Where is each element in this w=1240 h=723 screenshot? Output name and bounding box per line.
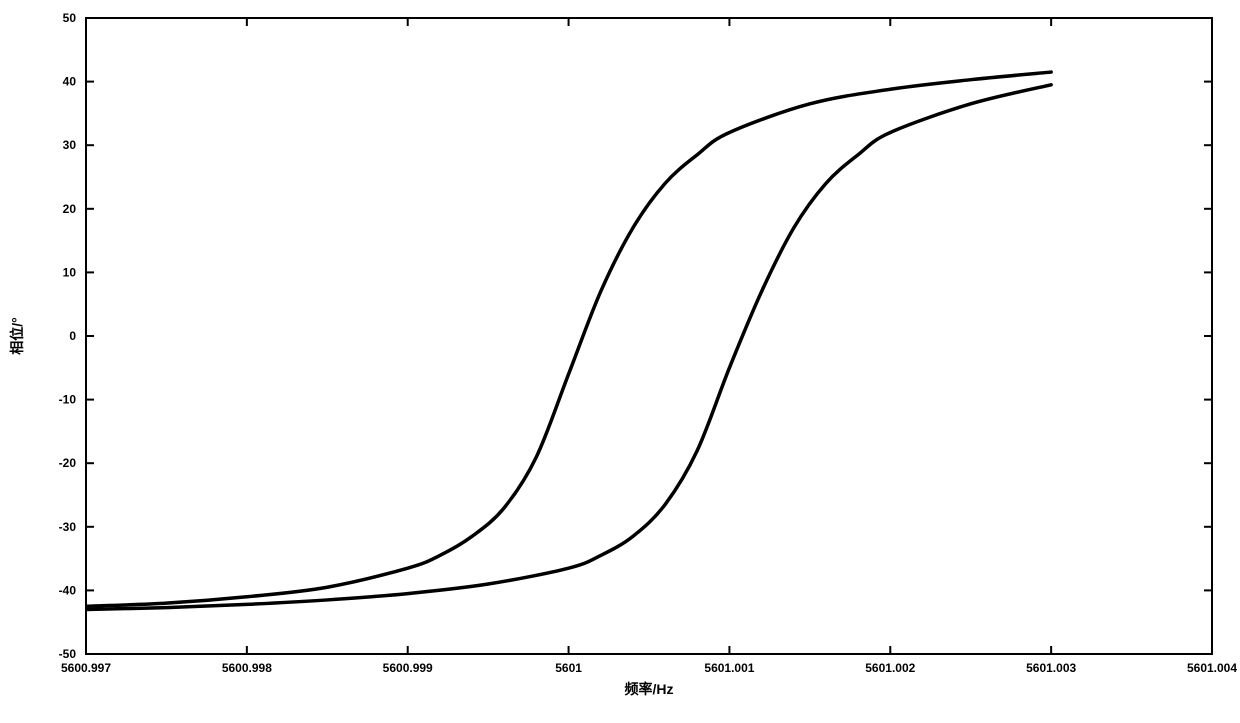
x-axis-label: 频率/Hz [625,681,674,697]
chart-background [0,0,1240,723]
y-tick-label: 50 [63,11,77,25]
y-tick-label: 20 [63,202,77,216]
y-tick-label: 30 [63,138,77,152]
y-tick-label: 0 [69,329,76,343]
y-tick-label: -20 [59,456,77,470]
y-tick-label: -50 [59,647,77,661]
x-tick-label: 5601 [555,661,582,675]
y-tick-label: 10 [63,265,77,279]
y-tick-label: -10 [59,393,77,407]
y-tick-label: -30 [59,520,77,534]
x-tick-label: 5601.003 [1026,661,1076,675]
x-tick-label: 5601.001 [704,661,754,675]
y-axis-label: 相位/° [9,317,25,355]
y-tick-label: 40 [63,75,77,89]
x-tick-label: 5601.002 [865,661,915,675]
x-tick-label: 5600.997 [61,661,111,675]
phase-frequency-chart: 5600.997 5600.998 5600.999 5601 5601.001 5601… [0,0,1240,723]
x-tick-label: 5600.998 [222,661,272,675]
y-tick-label: -40 [59,583,77,597]
x-tick-label: 5601.004 [1187,661,1237,675]
x-tick-label: 5600.999 [383,661,433,675]
